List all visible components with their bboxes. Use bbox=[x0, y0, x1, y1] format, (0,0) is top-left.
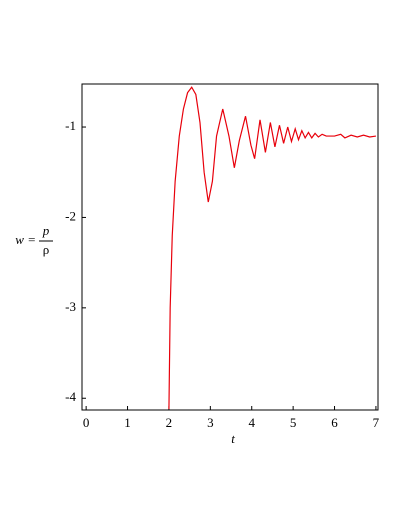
x-axis-label: t bbox=[231, 431, 235, 446]
x-tick-label: 1 bbox=[124, 415, 131, 430]
x-tick-label: 6 bbox=[331, 415, 338, 430]
y-tick-label: -3 bbox=[65, 299, 76, 314]
x-tick-label: 2 bbox=[166, 415, 173, 430]
x-tick-label: 0 bbox=[83, 415, 90, 430]
y-axis-label: w = p ρ bbox=[15, 223, 53, 257]
y-label-numerator: p bbox=[42, 223, 50, 238]
x-tick-label: 5 bbox=[290, 415, 297, 430]
data-line bbox=[168, 86, 377, 410]
x-tick-label: 7 bbox=[373, 415, 380, 430]
y-label-denominator: ρ bbox=[43, 242, 50, 257]
plot-frame bbox=[81, 83, 379, 411]
x-tick-label: 4 bbox=[248, 415, 255, 430]
y-label-lhs: w = bbox=[15, 232, 36, 247]
y-tick-label: -4 bbox=[65, 389, 76, 404]
y-tick-label: -2 bbox=[65, 208, 76, 223]
x-tick-label: 3 bbox=[207, 415, 214, 430]
y-tick-label: -1 bbox=[65, 118, 76, 133]
